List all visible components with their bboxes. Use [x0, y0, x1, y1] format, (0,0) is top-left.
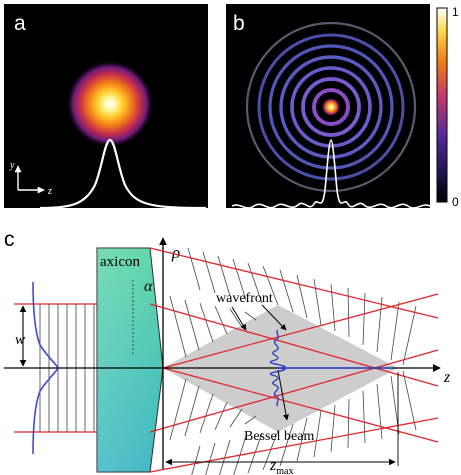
- panel-b: b 1 0: [226, 4, 459, 209]
- conical-wavefront-lines: [169, 247, 417, 475]
- rho-label: ρ: [171, 243, 180, 262]
- alpha-label: α: [144, 278, 153, 295]
- wavefront-arrow-upper: [261, 304, 287, 331]
- wavefront-label: wavefront: [216, 291, 273, 306]
- axicon-shading: [97, 248, 163, 472]
- bessel-profile-curve: [231, 139, 430, 208]
- axis-y-label: y: [9, 160, 15, 171]
- zmax-main: z: [269, 457, 277, 474]
- w-label: w: [15, 332, 25, 348]
- panel-c: c axicon α ρ w: [4, 228, 451, 475]
- z-axis-label: z: [443, 369, 451, 386]
- colorbar-min-label: 0: [452, 195, 459, 209]
- axis-z-label: z: [47, 186, 52, 197]
- colorbar-max-label: 1: [452, 5, 459, 19]
- axis-indicator: y z: [9, 160, 52, 197]
- bessel-beam-arrow: [277, 369, 289, 421]
- bessel-beam-label: Bessel beam: [244, 429, 314, 444]
- axicon-label: axicon: [100, 254, 140, 270]
- zmax-label: zmax: [269, 457, 293, 475]
- panel-c-label: c: [4, 228, 15, 251]
- bessel-rings: [231, 21, 430, 208]
- colorbar: [436, 7, 448, 203]
- panel-a: a y z: [4, 4, 208, 208]
- panel-a-label: a: [14, 12, 26, 35]
- gaussian-beam-spot: [66, 60, 154, 148]
- zmax-subscript: max: [276, 466, 293, 475]
- refracted-rays: [149, 247, 439, 473]
- panel-b-label: b: [233, 12, 245, 35]
- bessel-core-spot: [322, 98, 340, 116]
- gaussian-profile-curve: [39, 138, 207, 208]
- wavefront-arrow-lower: [231, 306, 247, 331]
